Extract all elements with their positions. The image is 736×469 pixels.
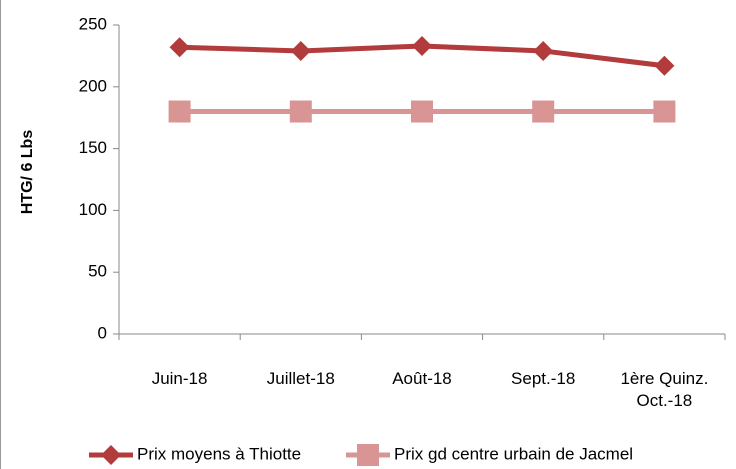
legend-marker (101, 445, 121, 465)
y-tick-label: 100 (79, 200, 107, 219)
data-point (653, 100, 676, 123)
legend-label: Prix moyens à Thiotte (137, 444, 301, 463)
y-tick-label: 150 (79, 138, 107, 157)
y-tick-label: 50 (88, 262, 107, 281)
y-axis-label: HTG/ 6 Lbs (19, 130, 36, 215)
x-tick-label: Août-18 (392, 369, 452, 388)
data-point (532, 100, 555, 123)
data-point (412, 36, 432, 57)
x-tick-label: Juillet-18 (266, 369, 335, 388)
x-tick-label: Juin-18 (151, 369, 208, 388)
data-point (411, 100, 433, 123)
y-tick-label: 200 (79, 76, 107, 95)
x-tick-label: Sept.-18 (511, 369, 576, 388)
x-tick-label: 1ère Quinz. Oct.-18 (620, 369, 709, 410)
data-point (533, 40, 554, 61)
data-point (289, 100, 312, 123)
data-point (654, 55, 675, 76)
data-point (168, 100, 191, 123)
legend-marker (357, 444, 379, 466)
data-point (290, 40, 311, 61)
y-tick-label: 250 (79, 14, 107, 33)
y-tick-label: 0 (98, 323, 107, 342)
legend-label: Prix gd centre urbain de Jacmel (394, 444, 633, 463)
data-point (169, 37, 190, 58)
